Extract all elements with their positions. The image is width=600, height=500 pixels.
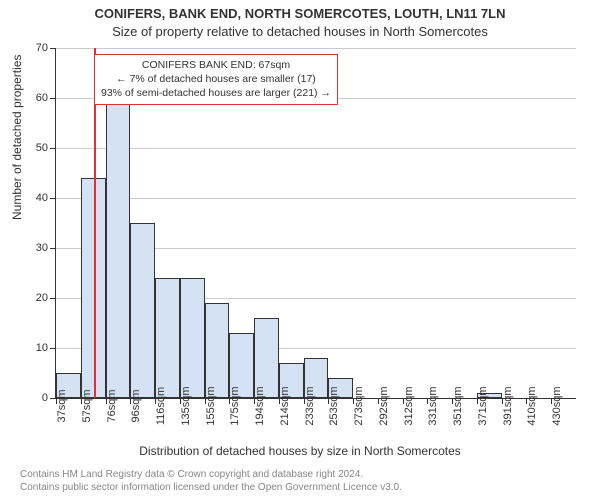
x-tick-label: 175sqm	[229, 386, 241, 425]
y-tick-label: 0	[42, 392, 48, 404]
footer-line2: Contains public sector information licen…	[20, 481, 402, 494]
x-tick-label: 312sqm	[403, 386, 415, 425]
histogram-bar	[130, 223, 155, 398]
x-axis-label: Distribution of detached houses by size …	[0, 444, 600, 458]
y-tick-label: 30	[36, 242, 48, 254]
grid-line	[56, 198, 576, 199]
x-tick-label: 135sqm	[180, 386, 192, 425]
grid-line	[56, 48, 576, 49]
x-tick-label: 410sqm	[526, 386, 538, 425]
x-tick-label: 155sqm	[205, 386, 217, 425]
histogram-bar	[205, 303, 230, 398]
footer-line1: Contains HM Land Registry data © Crown c…	[20, 468, 402, 481]
chart-title-sub: Size of property relative to detached ho…	[0, 24, 600, 39]
chart-container: CONIFERS, BANK END, NORTH SOMERCOTES, LO…	[0, 0, 600, 500]
x-tick-label: 233sqm	[304, 386, 316, 425]
chart-title-main: CONIFERS, BANK END, NORTH SOMERCOTES, LO…	[0, 6, 600, 21]
x-tick-label: 430sqm	[551, 386, 563, 425]
x-tick-label: 273sqm	[353, 386, 365, 425]
x-tick-label: 37sqm	[56, 389, 68, 422]
x-tick-label: 292sqm	[378, 386, 390, 425]
annotation-line: CONIFERS BANK END: 67sqm	[101, 58, 331, 72]
y-tick	[50, 348, 56, 349]
y-tick	[50, 198, 56, 199]
x-tick-label: 391sqm	[502, 386, 514, 425]
y-tick	[50, 248, 56, 249]
y-tick-label: 20	[36, 292, 48, 304]
y-axis-label: Number of detached properties	[10, 55, 24, 220]
x-tick-label: 96sqm	[130, 389, 142, 422]
x-tick-label: 194sqm	[254, 386, 266, 425]
x-tick-label: 116sqm	[155, 387, 167, 425]
grid-line	[56, 148, 576, 149]
y-tick-label: 60	[36, 92, 48, 104]
histogram-bar	[155, 278, 180, 398]
x-tick-label: 57sqm	[81, 389, 93, 422]
x-tick-label: 351sqm	[452, 386, 464, 425]
y-tick-label: 40	[36, 192, 48, 204]
y-tick	[50, 48, 56, 49]
x-tick-label: 76sqm	[106, 389, 118, 422]
annotation-line: 93% of semi-detached houses are larger (…	[101, 86, 331, 100]
annotation-box: CONIFERS BANK END: 67sqm← 7% of detached…	[94, 54, 338, 105]
x-tick-label: 331sqm	[427, 386, 439, 425]
footer-text: Contains HM Land Registry data © Crown c…	[20, 468, 402, 494]
histogram-bar	[106, 103, 131, 398]
plot-area: 01020304050607037sqm57sqm76sqm96sqm116sq…	[55, 48, 576, 399]
y-tick-label: 70	[36, 42, 48, 54]
y-tick	[50, 148, 56, 149]
x-tick-label: 371sqm	[477, 386, 489, 425]
y-tick-label: 50	[36, 142, 48, 154]
x-tick-label: 214sqm	[279, 386, 291, 425]
y-tick	[50, 98, 56, 99]
x-tick-label: 253sqm	[328, 386, 340, 425]
histogram-bar	[180, 278, 205, 398]
y-tick-label: 10	[36, 342, 48, 354]
annotation-line: ← 7% of detached houses are smaller (17)	[101, 72, 331, 86]
y-tick	[50, 298, 56, 299]
